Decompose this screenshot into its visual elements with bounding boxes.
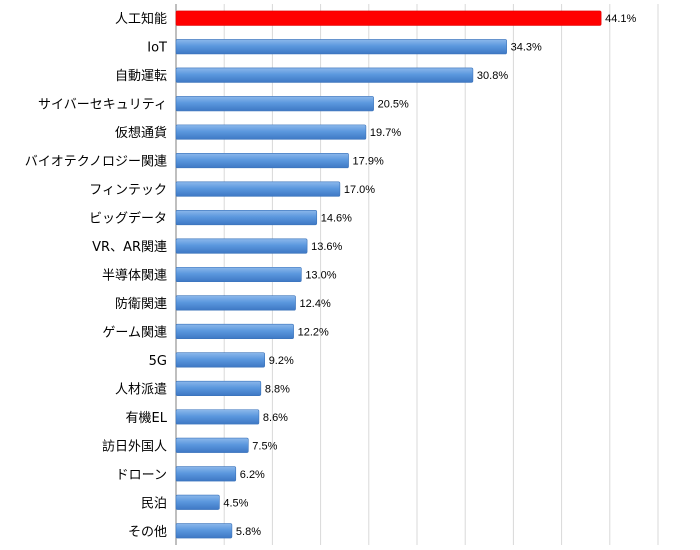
bar: [175, 67, 474, 83]
bar: [175, 266, 302, 283]
category-label: ビッグデータ: [89, 211, 167, 227]
category-label: ゲーム関連: [102, 325, 167, 340]
label-layer: 人工知能 44.1% IoT 34.3% 自動運転 30.8% サイバーセキュリティ 20.5…: [25, 11, 637, 540]
bar: [175, 124, 367, 140]
bar: [175, 437, 249, 453]
value-label: 4.5%: [223, 497, 248, 509]
category-label: IoT: [147, 41, 167, 56]
category-label: 自動運転: [115, 69, 167, 84]
value-label: 9.2%: [269, 355, 294, 367]
category-label: 5G: [149, 354, 167, 369]
category-label: 半導体関連: [102, 269, 167, 284]
category-label: フィンテック: [89, 183, 167, 198]
value-label: 34.3%: [511, 42, 542, 54]
category-label: 人工知能: [115, 11, 167, 27]
value-label: 44.1%: [605, 13, 636, 25]
bar: [175, 210, 318, 226]
bar: [175, 466, 237, 482]
value-label: 20.5%: [378, 99, 409, 111]
bar: [175, 39, 507, 55]
category-label: 人材派遣: [115, 382, 167, 397]
bar: [175, 380, 262, 396]
value-label: 8.8%: [265, 383, 290, 395]
bar: [175, 409, 260, 425]
category-label: 防衛関連: [115, 296, 167, 312]
category-label: VR、AR関連: [92, 240, 167, 255]
value-label: 8.6%: [263, 412, 288, 424]
category-label: サイバーセキュリティ: [38, 98, 167, 113]
value-label: 13.0%: [305, 270, 336, 282]
value-label: 7.5%: [252, 440, 277, 452]
value-label: 6.2%: [240, 469, 265, 481]
highlighted-bar: [175, 10, 602, 26]
value-label: 30.8%: [477, 70, 508, 82]
bar: [175, 181, 341, 197]
bar: [175, 96, 374, 112]
bar-layer: [175, 10, 602, 539]
category-label: その他: [128, 525, 167, 540]
value-label: 12.4%: [300, 298, 331, 310]
bar: [175, 295, 296, 311]
value-label: 13.6%: [311, 241, 342, 253]
bar: [175, 523, 233, 539]
bar: [175, 323, 294, 339]
value-label: 19.7%: [370, 127, 401, 139]
bar: [175, 238, 308, 254]
category-label: 有機EL: [126, 411, 168, 426]
category-label: 民泊: [141, 496, 167, 511]
value-label: 12.2%: [298, 326, 329, 338]
category-label: ドローン: [116, 468, 167, 483]
value-label: 17.0%: [344, 184, 375, 196]
value-label: 5.8%: [236, 526, 261, 538]
value-label: 17.9%: [353, 156, 384, 168]
category-label: 訪日外国人: [102, 438, 167, 454]
category-label: バイオテクノロジー関連: [25, 155, 167, 170]
bar: [175, 153, 349, 169]
value-label: 14.6%: [321, 213, 352, 225]
bar: [175, 352, 265, 368]
bar: [175, 494, 220, 510]
category-label: 仮想通貨: [115, 125, 167, 141]
grid-layer: [175, 4, 659, 545]
